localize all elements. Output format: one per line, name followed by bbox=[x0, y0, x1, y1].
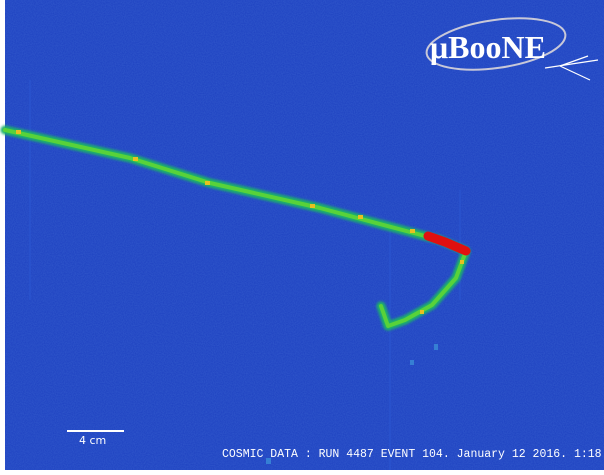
caption: COSMIC DATA : RUN 4487 EVENT 104. Januar… bbox=[222, 448, 602, 461]
event-display: μBooNE 4 cm COSMIC DATA : RUN 4487 EVENT… bbox=[0, 0, 604, 475]
logo-text: μBooNE bbox=[430, 29, 546, 65]
noise bbox=[5, 0, 604, 470]
page: {"logo": "μBooNE", "scale_bar": "4 cm", … bbox=[0, 0, 604, 475]
scale-label: 4 cm bbox=[79, 434, 106, 447]
